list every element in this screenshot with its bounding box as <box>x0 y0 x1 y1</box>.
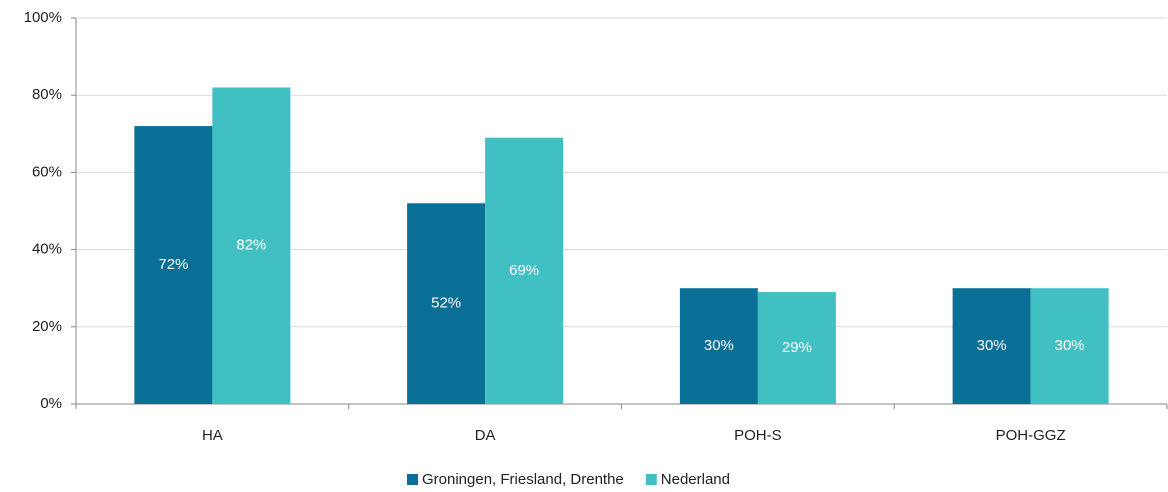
legend-label: Groningen, Friesland, Drenthe <box>422 471 624 488</box>
y-tick-label: 20% <box>32 318 62 335</box>
y-tick-label: 100% <box>24 9 62 26</box>
legend-label: Nederland <box>661 471 730 488</box>
value-label: 52% <box>431 295 461 312</box>
y-tick-label: 80% <box>32 86 62 103</box>
value-label: 82% <box>236 237 266 254</box>
y-tick-label: 60% <box>32 163 62 180</box>
value-label: 29% <box>782 339 812 356</box>
bar <box>485 137 564 404</box>
bar <box>407 203 486 404</box>
x-tick-label: POH-GGZ <box>996 427 1066 444</box>
x-tick-label: DA <box>475 427 496 444</box>
y-tick-label: 40% <box>32 241 62 258</box>
bar <box>952 288 1031 404</box>
x-tick-label: HA <box>202 427 223 444</box>
bar <box>757 292 836 404</box>
value-label: 30% <box>1055 337 1085 354</box>
x-tick-label: POH-S <box>734 427 782 444</box>
value-label: 30% <box>977 337 1007 354</box>
bar <box>1030 288 1109 404</box>
legend-swatch <box>645 474 657 485</box>
legend-swatch <box>407 474 418 485</box>
bar <box>679 288 758 404</box>
bar <box>134 126 213 404</box>
value-label: 72% <box>158 256 188 273</box>
bar <box>212 87 291 404</box>
value-label: 30% <box>704 337 734 354</box>
y-tick-label: 0% <box>40 395 62 412</box>
value-label: 69% <box>509 262 539 279</box>
